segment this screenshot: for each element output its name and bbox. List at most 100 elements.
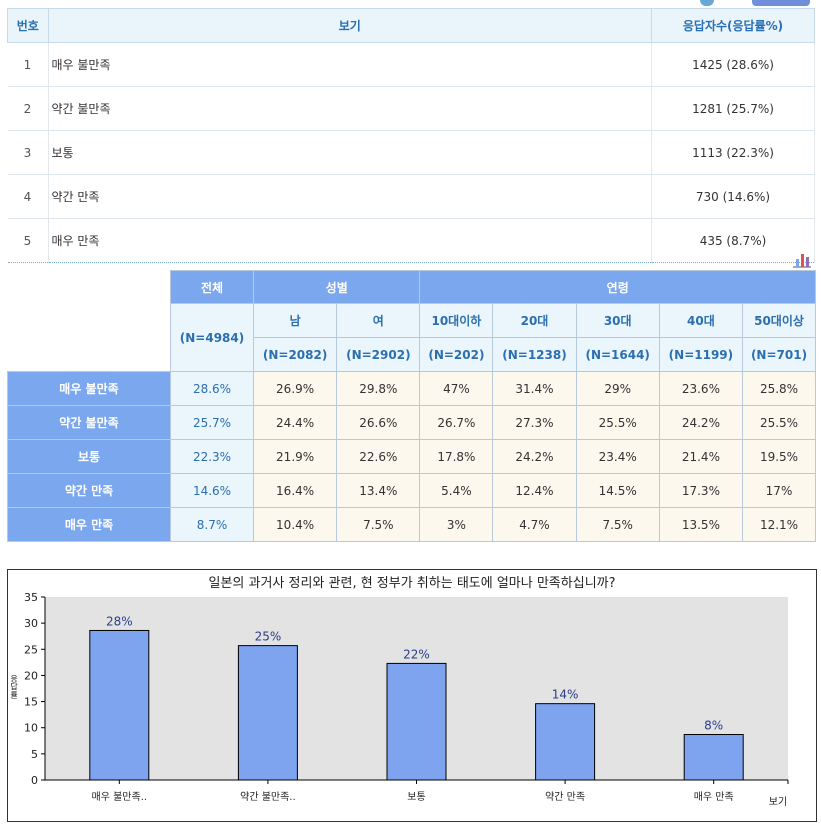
value-cell: 29.8% — [336, 371, 421, 406]
value-cell: 4.7% — [492, 507, 577, 542]
table-row: 매우 불만족 28.6% 26.9% 29.8% 47% 31.4% 29% 2… — [7, 371, 816, 406]
bar-data-label: 28% — [106, 614, 133, 628]
x-axis-label: 보기 — [769, 796, 787, 808]
chart-svg: 일본의 과거사 정리와 관련, 현 정부가 취하는 태도에 얼마나 만족하십니까… — [9, 576, 789, 808]
sub-header-female: 여 — [336, 303, 421, 338]
sub-header-30s: 30대 — [575, 303, 660, 338]
value-cell: 19.5% — [742, 439, 816, 474]
result-table: 번호 보기 응답자수(응답률%) 1 매우 불만족 1425 (28.6%) 2… — [7, 8, 815, 263]
sub-header-10s: 10대이하 — [419, 303, 494, 338]
value-cell: 25.5% — [575, 405, 660, 440]
bar-data-label: 25% — [255, 630, 282, 644]
value-cell: 26.7% — [419, 405, 494, 440]
y-tick-label: 35 — [24, 591, 38, 604]
header-option: 보기 — [47, 8, 652, 43]
bar — [683, 734, 744, 781]
sub-header-50s: 50대이상 — [742, 303, 816, 338]
sub-header-40s: 40대 — [658, 303, 744, 338]
y-axis-label: 응답률 — [9, 675, 18, 699]
value-cell: 17.8% — [419, 439, 494, 474]
value-cell: 12.1% — [742, 507, 816, 542]
total-header: 전체 — [170, 270, 254, 304]
value-cell: 16.4% — [252, 473, 338, 508]
row-num: 2 — [7, 86, 49, 131]
x-tick-label: 매우 만족 — [694, 791, 734, 803]
n-40s: (N=1199) — [658, 337, 744, 372]
x-tick-label: 보통 — [407, 791, 425, 803]
total-value: 22.3% — [170, 439, 254, 474]
y-tick-label: 15 — [24, 696, 38, 709]
value-cell: 5.4% — [419, 473, 494, 508]
table-row: 1 매우 불만족 1425 (28.6%) — [7, 42, 815, 87]
header-num: 번호 — [7, 8, 49, 43]
n-30s: (N=1644) — [575, 337, 660, 372]
y-tick-label: 0 — [31, 774, 38, 787]
row-response: 1425 (28.6%) — [651, 42, 815, 87]
value-cell: 13.4% — [336, 473, 421, 508]
bar — [386, 662, 447, 781]
n-female: (N=2902) — [336, 337, 421, 372]
age-header: 연령 — [419, 270, 816, 304]
value-cell: 25.8% — [742, 371, 816, 406]
row-option: 약간 만족 — [48, 174, 652, 219]
value-cell: 17% — [742, 473, 816, 508]
row-label: 매우 불만족 — [7, 371, 171, 406]
value-cell: 7.5% — [336, 507, 421, 542]
value-cell: 29% — [575, 371, 660, 406]
header-response: 응답자수(응답률%) — [651, 8, 815, 43]
globe-icon[interactable] — [700, 0, 714, 6]
value-cell: 24.2% — [658, 405, 744, 440]
value-cell: 23.4% — [575, 439, 660, 474]
n-male: (N=2082) — [252, 337, 338, 372]
value-cell: 3% — [419, 507, 494, 542]
row-response: 1113 (22.3%) — [651, 130, 815, 175]
n-20s: (N=1238) — [492, 337, 577, 372]
gender-header: 성별 — [252, 270, 421, 304]
cross-tab-table: 전체 성별 연령 (N=4984) 남 여 10대이하 20대 30대 40대 … — [7, 270, 816, 542]
row-num: 3 — [7, 130, 49, 175]
row-option: 약간 불만족 — [48, 86, 652, 131]
table-row: 매우 만족 8.7% 10.4% 7.5% 3% 4.7% 7.5% 13.5%… — [7, 507, 816, 542]
value-cell: 21.4% — [658, 439, 744, 474]
total-value: 14.6% — [170, 473, 254, 508]
row-num: 1 — [7, 42, 49, 87]
table-row: 보통 22.3% 21.9% 22.6% 17.8% 24.2% 23.4% 2… — [7, 439, 816, 474]
value-cell: 47% — [419, 371, 494, 406]
row-response: 1281 (25.7%) — [651, 86, 815, 131]
total-value: 28.6% — [170, 371, 254, 406]
toolbar-button[interactable] — [752, 0, 810, 6]
bar-data-label: 22% — [403, 647, 430, 661]
value-cell: 31.4% — [492, 371, 577, 406]
value-cell: 22.6% — [336, 439, 421, 474]
x-tick-label: 매우 불만족.. — [92, 791, 148, 803]
sub-header-male: 남 — [252, 303, 338, 338]
chart-title: 일본의 과거사 정리와 관련, 현 정부가 취하는 태도에 얼마나 만족하십니까… — [208, 576, 615, 591]
x-tick-label: 약간 불만족.. — [240, 791, 296, 803]
y-tick-label: 20 — [24, 669, 38, 682]
row-label: 약간 만족 — [7, 473, 171, 508]
value-cell: 10.4% — [252, 507, 338, 542]
table-row: 약간 불만족 25.7% 24.4% 26.6% 26.7% 27.3% 25.… — [7, 405, 816, 440]
value-cell: 12.4% — [492, 473, 577, 508]
value-cell: 25.5% — [742, 405, 816, 440]
row-num: 5 — [7, 218, 49, 263]
bar-data-label: 8% — [704, 719, 723, 733]
bar — [237, 645, 298, 781]
row-option: 매우 불만족 — [48, 42, 652, 87]
y-tick-label: 25 — [24, 643, 38, 656]
bar-chart: 일본의 과거사 정리와 관련, 현 정부가 취하는 태도에 얼마나 만족하십니까… — [7, 569, 817, 822]
bar-chart-icon[interactable] — [792, 250, 812, 268]
value-cell: 23.6% — [658, 371, 744, 406]
bar — [89, 629, 150, 781]
row-label: 약간 불만족 — [7, 405, 171, 440]
y-tick-label: 10 — [24, 722, 38, 735]
row-response: 730 (14.6%) — [651, 174, 815, 219]
value-cell: 7.5% — [575, 507, 660, 542]
value-cell: 24.4% — [252, 405, 338, 440]
table-row: 4 약간 만족 730 (14.6%) — [7, 174, 815, 219]
table-row: 2 약간 불만족 1281 (25.7%) — [7, 86, 815, 131]
value-cell: 26.9% — [252, 371, 338, 406]
row-option: 보통 — [48, 130, 652, 175]
bar — [535, 703, 596, 781]
y-tick-label: 30 — [24, 617, 38, 630]
